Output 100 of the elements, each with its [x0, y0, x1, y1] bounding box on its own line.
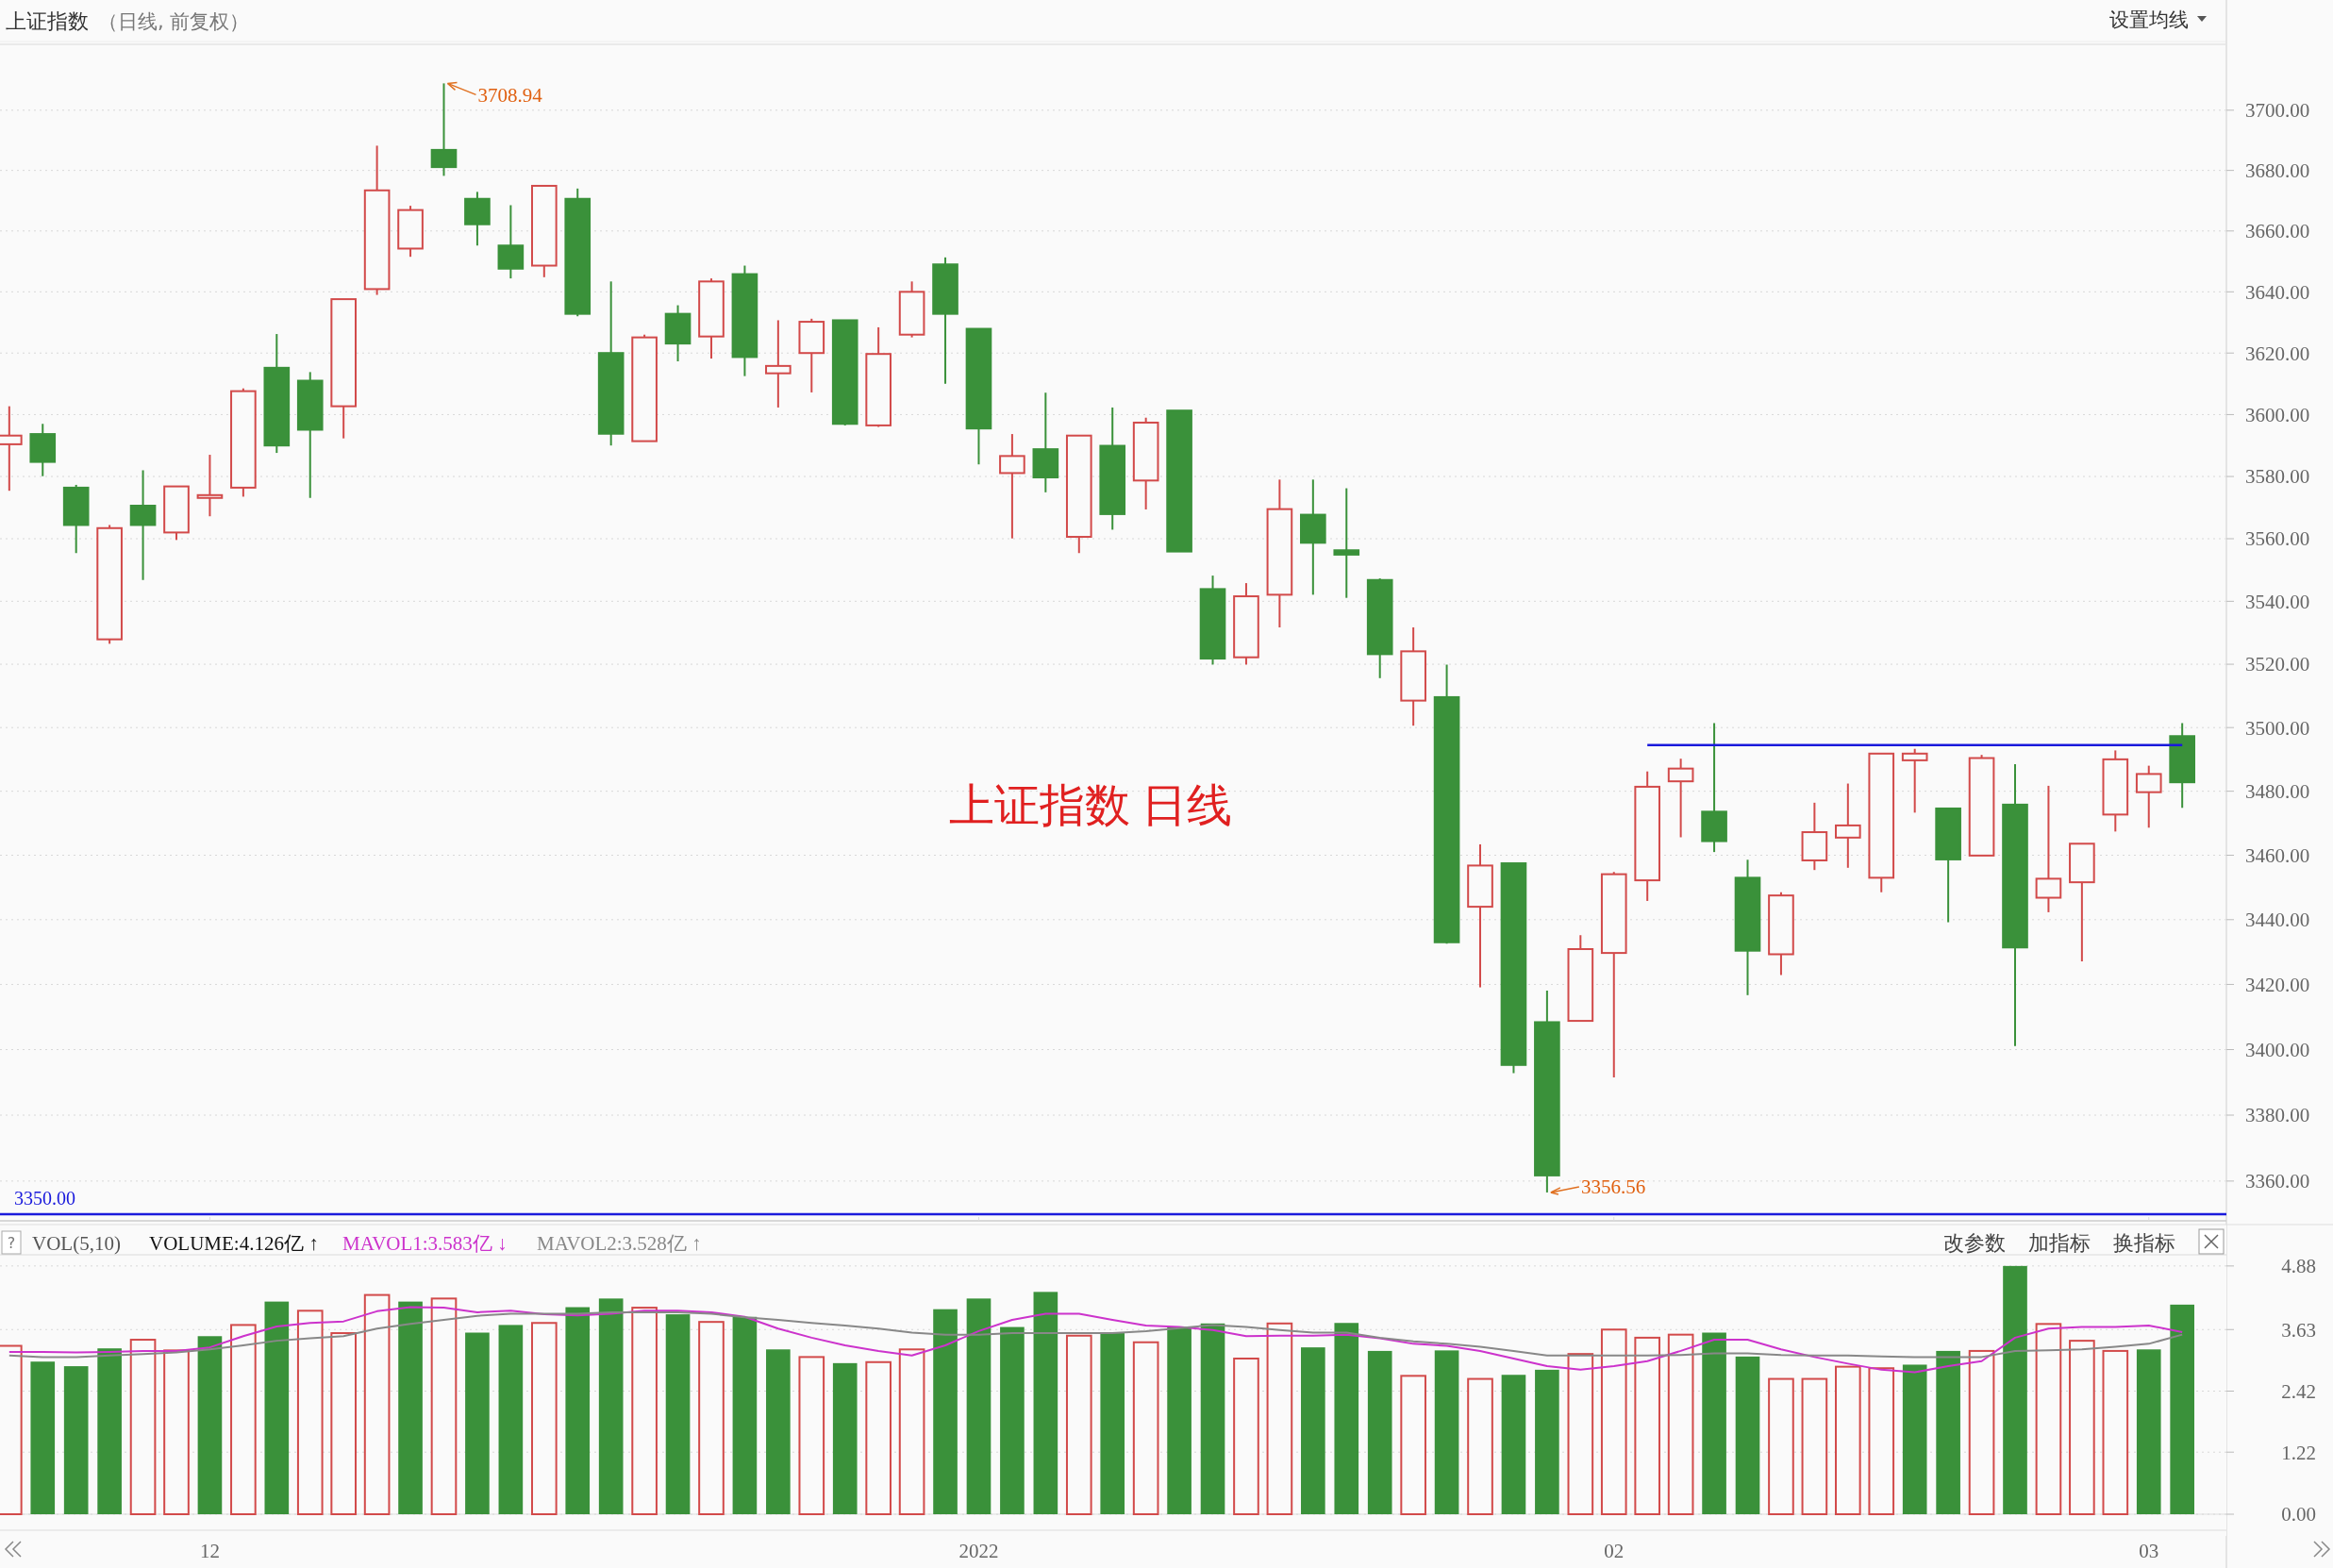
bar [2102, 1349, 2129, 1515]
bar [1065, 1334, 1092, 1516]
bar [230, 1324, 257, 1515]
candlestick [1667, 758, 1694, 839]
bar [2003, 1265, 2027, 1514]
candlestick [1901, 747, 1928, 814]
bar [197, 1336, 223, 1514]
y-tick-label: 3560.00 [2245, 527, 2310, 551]
bar [2035, 1323, 2062, 1515]
y-tick-label: 0.00 [2281, 1503, 2316, 1526]
bar [1100, 1333, 1125, 1514]
bar [1535, 1369, 1559, 1514]
y-tick-label: 3400.00 [2245, 1038, 2310, 1061]
bar [398, 1301, 423, 1514]
candlestick [1835, 782, 1861, 869]
chart-subtitle: （日线, 前复权） [98, 10, 250, 33]
bar [1033, 1292, 1058, 1514]
bar [1936, 1350, 1960, 1514]
bar [631, 1307, 658, 1515]
bar [865, 1360, 892, 1515]
bar [430, 1297, 458, 1515]
y-tick-label: 3700.00 [2245, 99, 2310, 123]
bar [1634, 1336, 1661, 1515]
text: ? [7, 1234, 16, 1252]
bar [1434, 1350, 1459, 1514]
bar [465, 1332, 490, 1514]
bar [1902, 1364, 1927, 1514]
x-tick-label: 03 [2139, 1540, 2159, 1562]
y-tick-label: 3440.00 [2245, 909, 2310, 932]
y-tick-label: 3620.00 [2245, 342, 2310, 365]
bar [363, 1293, 391, 1515]
bar [1200, 1323, 1225, 1514]
bar [1968, 1349, 1995, 1515]
bar [1501, 1375, 1526, 1514]
bar [1167, 1326, 1191, 1514]
bar [1567, 1353, 1594, 1515]
annotation: VOLUME:4.126亿 ↑ [149, 1232, 319, 1255]
bar [898, 1348, 925, 1515]
ref-line-label: 3350.00 [14, 1187, 75, 1209]
bar [2069, 1340, 2095, 1515]
annotation: 加指标 [2028, 1231, 2091, 1255]
y-tick-label: 1.22 [2281, 1441, 2316, 1464]
bar [498, 1325, 524, 1514]
bar [264, 1301, 290, 1514]
candlestick [196, 454, 224, 518]
bar [1301, 1347, 1325, 1514]
annotation: 3356.56 [1580, 1176, 1646, 1199]
bar [1600, 1328, 1627, 1515]
y-tick-label: 3600.00 [2245, 403, 2310, 426]
y-tick-label: 3500.00 [2245, 716, 2310, 740]
text: 设置均线 [2109, 8, 2189, 31]
bar [97, 1348, 122, 1514]
bar [565, 1307, 591, 1514]
bar [1266, 1322, 1293, 1515]
x-tick-label: 02 [1604, 1540, 1625, 1562]
y-tick-label: 3.63 [2281, 1318, 2316, 1342]
y-tick-label: 3480.00 [2245, 780, 2310, 803]
bar [63, 1366, 89, 1514]
bar [1868, 1367, 1895, 1516]
bar [1233, 1358, 1259, 1515]
y-tick-label: 4.88 [2281, 1255, 2316, 1278]
bar [698, 1321, 725, 1515]
candlestick [1333, 487, 1360, 599]
chart-title: VOL(5,10) [32, 1232, 121, 1255]
bar [1400, 1375, 1426, 1515]
text: MAVOL1:3.583亿 ↓ [342, 1232, 508, 1255]
y-tick-label: 3660.00 [2245, 220, 2310, 243]
bar [1801, 1377, 1828, 1515]
bar [2170, 1304, 2194, 1514]
bar [832, 1362, 858, 1514]
annotation: 上证指数 日线 [949, 779, 1232, 830]
y-tick-label: 3360.00 [2245, 1170, 2310, 1193]
y-tick-label: 3540.00 [2245, 590, 2310, 613]
annotation: 改参数 [1943, 1231, 2006, 1255]
bar [1735, 1356, 1760, 1514]
y-tick-label: 3640.00 [2245, 280, 2310, 304]
y-tick-label: 3580.00 [2245, 465, 2310, 489]
bar [296, 1309, 324, 1515]
bar [1835, 1365, 1861, 1515]
x-tick-label: 2022 [958, 1540, 999, 1562]
bar [798, 1356, 825, 1515]
bar [1334, 1323, 1359, 1514]
line-series [8, 1310, 2184, 1359]
bar [1768, 1377, 1794, 1515]
annotation: 3708.94 [477, 83, 543, 107]
text: MAVOL2:3.528亿 ↑ [537, 1232, 702, 1255]
line-series [8, 1306, 2184, 1374]
bar [330, 1332, 357, 1515]
candlestick [765, 319, 792, 409]
bar [1132, 1341, 1159, 1516]
bar [1667, 1333, 1694, 1515]
bar [966, 1298, 992, 1514]
bar [163, 1349, 190, 1515]
y-tick-label: 2.42 [2281, 1379, 2316, 1403]
bar [598, 1298, 624, 1514]
bar [1367, 1350, 1392, 1514]
chart-title: 上证指数 [6, 9, 89, 33]
bar [1467, 1377, 1493, 1515]
bar [2136, 1349, 2161, 1514]
bar [1702, 1332, 1726, 1514]
